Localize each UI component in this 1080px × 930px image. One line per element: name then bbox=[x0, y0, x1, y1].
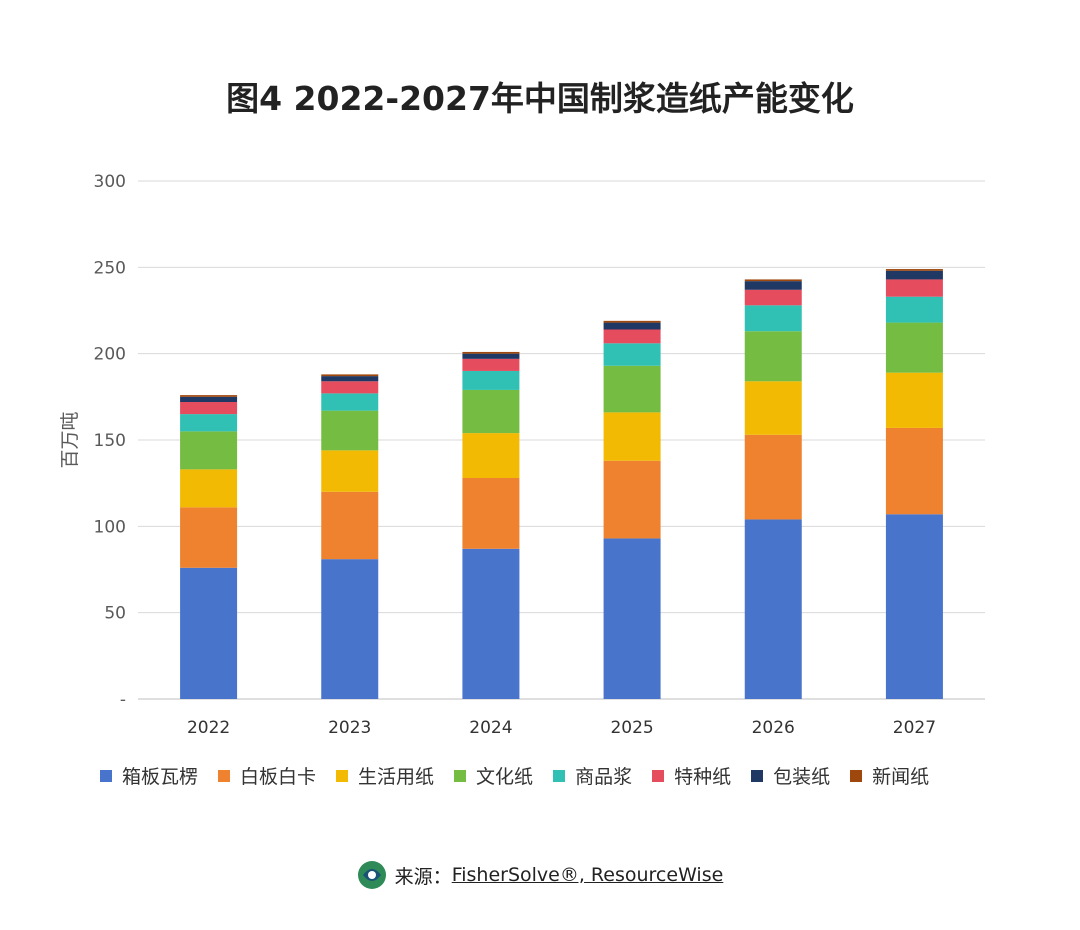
legend-label: 文化纸 bbox=[476, 766, 534, 788]
legend-swatch bbox=[100, 769, 112, 782]
x-tick-label: 2024 bbox=[469, 718, 512, 738]
legend-item: 生活用纸 bbox=[336, 762, 434, 789]
y-tick-label: 100 bbox=[94, 517, 126, 537]
bar-segment bbox=[885, 322, 943, 373]
legend-label: 生活用纸 bbox=[358, 766, 435, 788]
source-link[interactable]: FisherSolve®, ResourceWise bbox=[451, 864, 724, 886]
legend-label: 白板白卡 bbox=[240, 766, 317, 788]
source-line: 来源： FisherSolve®, ResourceWise bbox=[0, 860, 1080, 890]
legend-label: 包装纸 bbox=[773, 766, 831, 788]
y-tick-label: 200 bbox=[94, 345, 126, 365]
bar-segment bbox=[744, 434, 802, 520]
legend-label: 箱板瓦楞 bbox=[122, 766, 199, 788]
bar-segment bbox=[321, 491, 379, 560]
bar-segment bbox=[744, 281, 802, 290]
bar-segment bbox=[462, 548, 520, 699]
bar-segment bbox=[603, 343, 661, 366]
bar-segment bbox=[744, 331, 802, 382]
bar-segment bbox=[321, 410, 379, 451]
bar-segment bbox=[603, 320, 661, 323]
bar-segment bbox=[321, 376, 379, 382]
fishersolve-logo-icon bbox=[357, 861, 386, 889]
bar-segment bbox=[603, 460, 661, 539]
bar-segment bbox=[321, 393, 379, 411]
legend-item: 白板白卡 bbox=[218, 762, 316, 789]
bar-segment bbox=[180, 402, 238, 415]
bar-segment bbox=[744, 519, 802, 699]
legend-label: 特种纸 bbox=[674, 766, 732, 788]
bar-segment bbox=[180, 396, 238, 403]
legend-item: 箱板瓦楞 bbox=[100, 762, 198, 789]
bar-segment bbox=[885, 372, 943, 428]
bar-segment bbox=[462, 389, 520, 434]
chart-legend: 箱板瓦楞 白板白卡 生活用纸 文化纸 商品浆 特种纸 包装纸 新闻纸 bbox=[100, 762, 1000, 789]
bar-segment bbox=[462, 433, 520, 478]
legend-swatch bbox=[336, 769, 349, 782]
bar-segment bbox=[744, 305, 802, 332]
bar-segment bbox=[462, 353, 520, 359]
bar-segment bbox=[744, 279, 802, 282]
bar-segment bbox=[180, 431, 238, 470]
source-label: 来源： bbox=[394, 865, 452, 888]
bar-segment bbox=[885, 279, 943, 297]
bar-segment bbox=[180, 469, 238, 508]
x-tick-label: 2027 bbox=[893, 718, 936, 738]
legend-swatch bbox=[751, 769, 764, 782]
legend-swatch bbox=[454, 769, 467, 782]
bar-segment bbox=[885, 427, 943, 515]
bar-segment bbox=[180, 507, 238, 568]
bar-segment bbox=[321, 450, 379, 492]
bar-segment bbox=[462, 370, 520, 390]
legend-item: 特种纸 bbox=[652, 762, 731, 789]
bar-segment bbox=[603, 412, 661, 461]
legend-item: 文化纸 bbox=[454, 762, 533, 789]
bar-segment bbox=[603, 322, 661, 330]
y-tick-label: 300 bbox=[94, 172, 126, 192]
y-tick-label: - bbox=[120, 690, 126, 710]
legend-item: 新闻纸 bbox=[850, 762, 929, 789]
legend-item: 包装纸 bbox=[751, 762, 830, 789]
bar-segment bbox=[462, 351, 520, 354]
bar-segment bbox=[744, 289, 802, 306]
bar-segment bbox=[180, 395, 238, 397]
x-tick-label: 2022 bbox=[187, 718, 230, 738]
y-tick-label: 250 bbox=[94, 258, 126, 278]
legend-swatch bbox=[652, 769, 665, 782]
bar-segment bbox=[885, 514, 943, 699]
chart-title: 图4 2022-2027年中国制浆造纸产能变化 bbox=[226, 79, 854, 118]
legend-swatch bbox=[218, 769, 231, 782]
bar-segment bbox=[321, 381, 379, 394]
legend-label: 商品浆 bbox=[575, 766, 633, 788]
bar-segment bbox=[321, 374, 379, 377]
bar-segment bbox=[744, 381, 802, 435]
y-tick-label: 50 bbox=[104, 604, 126, 624]
x-tick-label: 2025 bbox=[610, 718, 653, 738]
bar-segment bbox=[180, 567, 238, 699]
y-axis-label: 百万吨 bbox=[59, 411, 81, 468]
y-tick-label: 150 bbox=[94, 431, 126, 451]
legend-swatch bbox=[850, 769, 863, 782]
bar-segment bbox=[462, 358, 520, 371]
x-tick-label: 2023 bbox=[328, 718, 371, 738]
bar-segment bbox=[885, 269, 943, 271]
bar-segment bbox=[603, 365, 661, 413]
legend-label: 新闻纸 bbox=[872, 766, 930, 788]
bar-segment bbox=[603, 329, 661, 344]
bar-segment bbox=[321, 559, 379, 699]
x-tick-label: 2026 bbox=[752, 718, 795, 738]
bar-segment bbox=[603, 538, 661, 699]
bar-segment bbox=[885, 270, 943, 280]
legend-swatch bbox=[553, 769, 566, 782]
bar-segment bbox=[462, 477, 520, 549]
bar-segment bbox=[885, 296, 943, 323]
legend-item: 商品浆 bbox=[553, 762, 632, 789]
bar-segment bbox=[180, 414, 238, 432]
